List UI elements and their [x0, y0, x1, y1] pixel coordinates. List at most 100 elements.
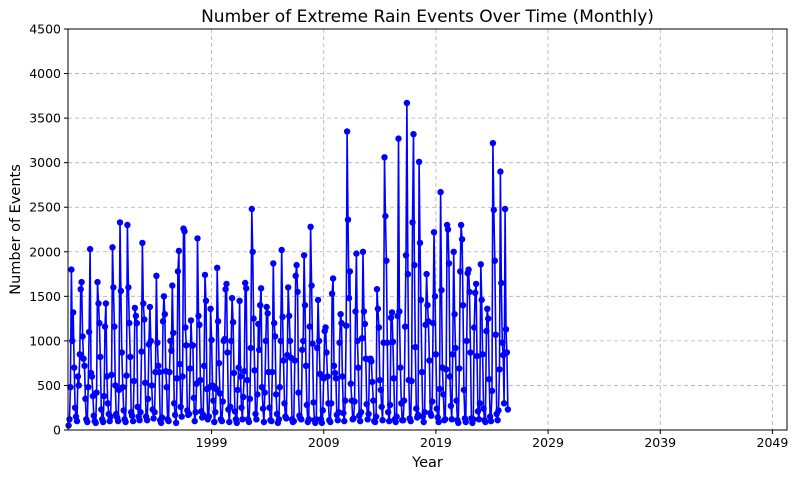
data-point [384, 339, 391, 346]
data-point [94, 278, 101, 286]
y-tick-label: 2000 [29, 244, 61, 259]
data-point [266, 404, 273, 411]
data-point [480, 405, 487, 412]
data-point [324, 373, 331, 380]
x-axis-label: Year [411, 455, 443, 471]
data-point [165, 417, 172, 425]
data-point [488, 387, 496, 394]
data-point [444, 226, 452, 233]
data-point [490, 206, 497, 214]
data-point [400, 417, 407, 424]
data-point [495, 407, 502, 414]
data-point [401, 323, 409, 330]
series-line [67, 102, 509, 426]
data-point [413, 405, 420, 412]
data-point [65, 422, 72, 429]
data-point [139, 239, 146, 247]
data-point [140, 300, 147, 307]
data-point [168, 347, 175, 354]
data-point [307, 223, 314, 230]
data-point [271, 333, 279, 340]
data-point [111, 323, 118, 330]
data-point [238, 404, 245, 411]
data-point [236, 297, 243, 304]
data-point [134, 403, 141, 410]
data-point [359, 248, 367, 255]
data-point [283, 415, 290, 422]
data-point [438, 286, 445, 294]
data-point [383, 257, 390, 264]
data-point [352, 308, 359, 315]
data-point [75, 382, 83, 389]
series-markers [65, 99, 512, 429]
data-point [503, 349, 511, 356]
data-point [186, 365, 194, 372]
data-point [183, 342, 190, 349]
grid-lines [68, 28, 787, 431]
data-point [417, 296, 425, 304]
data-point [67, 384, 74, 391]
data-point [431, 293, 439, 300]
data-point [68, 266, 75, 273]
data-point [191, 417, 198, 425]
data-point [378, 403, 385, 410]
x-tick-label: 2019 [420, 435, 452, 450]
data-point [144, 395, 152, 402]
data-point [160, 293, 168, 300]
data-point [345, 294, 353, 302]
data-point [426, 357, 433, 364]
data-point [200, 411, 207, 419]
data-point [360, 308, 368, 315]
data-point [281, 400, 288, 407]
data-point [275, 416, 283, 423]
data-point [478, 296, 485, 304]
data-point [467, 349, 474, 356]
data-point [462, 418, 469, 426]
data-point [85, 328, 93, 336]
data-point [409, 219, 416, 226]
data-point [273, 410, 281, 418]
data-point [499, 339, 506, 346]
data-point [408, 377, 415, 385]
data-point [90, 412, 98, 419]
data-point [261, 389, 268, 396]
data-point [373, 286, 381, 293]
data-point [202, 297, 210, 304]
data-point [270, 260, 277, 267]
data-point [300, 252, 308, 259]
data-point [150, 415, 157, 422]
data-point [154, 339, 161, 346]
data-point [363, 401, 370, 408]
data-point [390, 375, 397, 382]
data-point [92, 419, 99, 427]
data-point [314, 344, 321, 352]
data-point [176, 360, 183, 368]
data-point [313, 416, 320, 423]
data-point [300, 337, 307, 345]
data-point [171, 400, 178, 407]
data-point [420, 418, 427, 426]
data-point [253, 416, 260, 423]
data-point [370, 397, 377, 404]
data-point [292, 272, 299, 279]
data-point [215, 360, 223, 367]
data-point [386, 417, 393, 425]
data-point [388, 309, 396, 316]
data-point [355, 364, 362, 371]
data-point [343, 128, 351, 135]
axis-ticks: 0 500 1000 1500 2000 2500 3000 3500 4000 4500 1999… [29, 22, 788, 451]
data-point [201, 271, 209, 279]
x-tick-label: 1999 [196, 435, 228, 450]
data-point [132, 312, 140, 320]
data-point [504, 406, 512, 413]
data-point [298, 416, 305, 423]
data-point [290, 417, 297, 425]
data-point [328, 290, 336, 297]
data-point [256, 346, 263, 353]
data-point [138, 348, 145, 355]
data-point [247, 344, 254, 352]
data-point [81, 362, 88, 369]
data-point [268, 417, 275, 425]
data-point [131, 304, 139, 312]
data-point [249, 248, 256, 255]
